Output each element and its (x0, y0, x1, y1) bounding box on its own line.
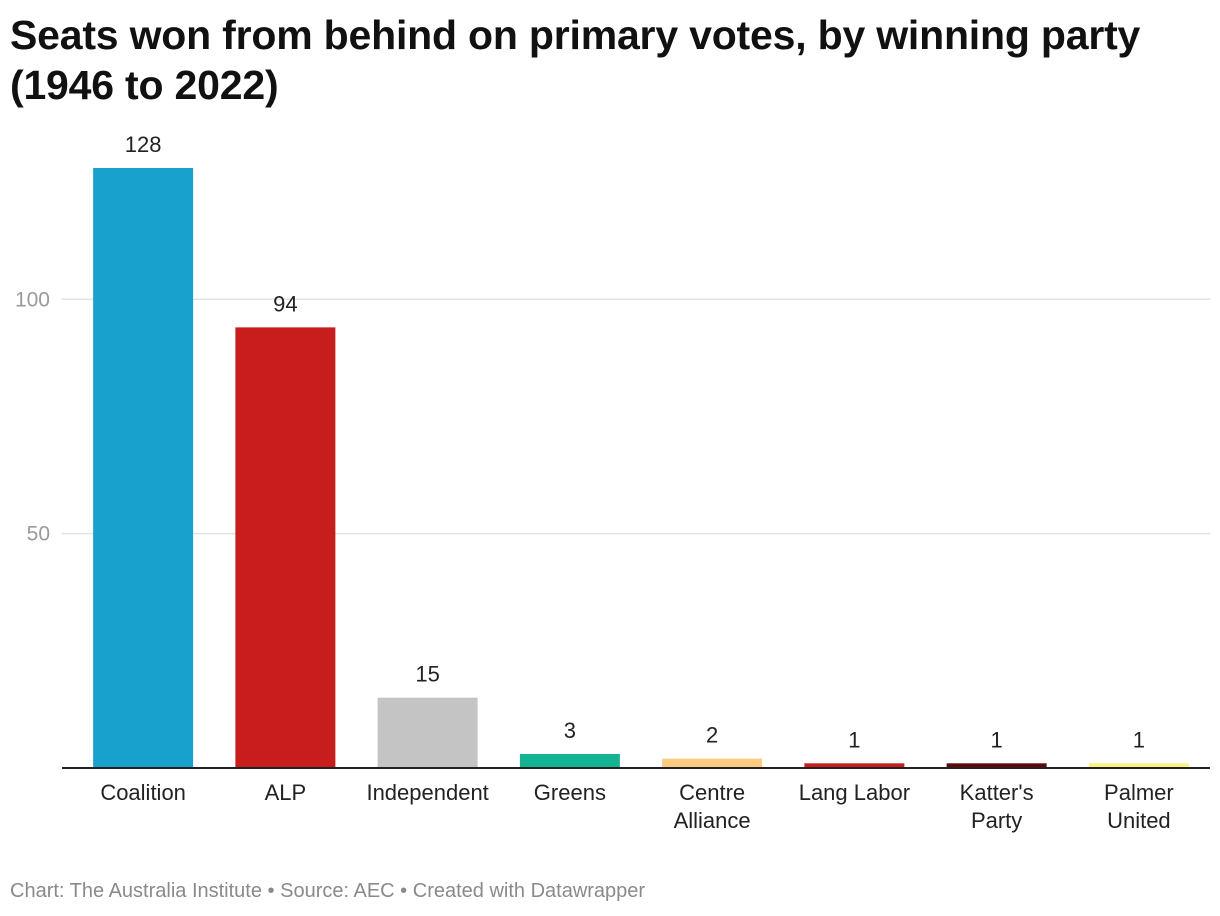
x-category-label: Palmer (1104, 780, 1174, 805)
x-category-label: Coalition (100, 780, 186, 805)
source-note: Source: AEC (280, 880, 395, 902)
x-category-label: Party (971, 808, 1022, 833)
y-tick-label: 50 (27, 523, 50, 546)
chart-title: Seats won from behind on primary votes, … (10, 12, 1141, 108)
bar-chart: 50 100 128 94 15 3 2 1 1 1 Coalition ALP Independe… (15, 132, 1210, 833)
bar (377, 697, 478, 768)
bar-value-label: 1 (991, 727, 1003, 752)
bar-value-label: 94 (273, 291, 297, 316)
category-labels: Coalition ALP Independent Greens Centre Allia… (100, 780, 1173, 833)
bar (662, 758, 763, 768)
x-category-label: Lang Labor (799, 780, 910, 805)
bar-value-label: 1 (1133, 727, 1145, 752)
bar (519, 753, 620, 768)
bar (804, 763, 905, 768)
bar-value-label: 3 (564, 718, 576, 743)
x-category-label: Centre (679, 780, 745, 805)
bar-value-label: 128 (125, 132, 162, 157)
footer-separator: • (261, 880, 281, 902)
value-labels: 128 94 15 3 2 1 1 1 (125, 132, 1145, 752)
bar-value-label: 15 (415, 662, 439, 687)
gridlines: 50 100 (15, 288, 1210, 546)
footer-separator: • (394, 880, 413, 902)
x-category-label: ALP (265, 780, 307, 805)
x-category-label: Alliance (674, 808, 751, 833)
x-category-label: Independent (366, 780, 488, 805)
bar (235, 327, 336, 768)
datawrapper-credit: Created with Datawrapper (412, 880, 646, 902)
bar (93, 168, 194, 768)
chart-footer: Chart: The Australia Institute • Source:… (10, 880, 645, 903)
bar-value-label: 1 (848, 727, 860, 752)
chart-credit: Chart: The Australia Institute (10, 880, 262, 902)
x-category-label: Katter's (960, 780, 1034, 805)
bar (946, 763, 1047, 768)
bar (1088, 763, 1189, 768)
bars (93, 168, 1189, 768)
y-tick-label: 100 (15, 288, 50, 311)
bar-value-label: 2 (706, 723, 718, 748)
x-category-label: Greens (534, 780, 606, 805)
x-category-label: United (1107, 808, 1171, 833)
